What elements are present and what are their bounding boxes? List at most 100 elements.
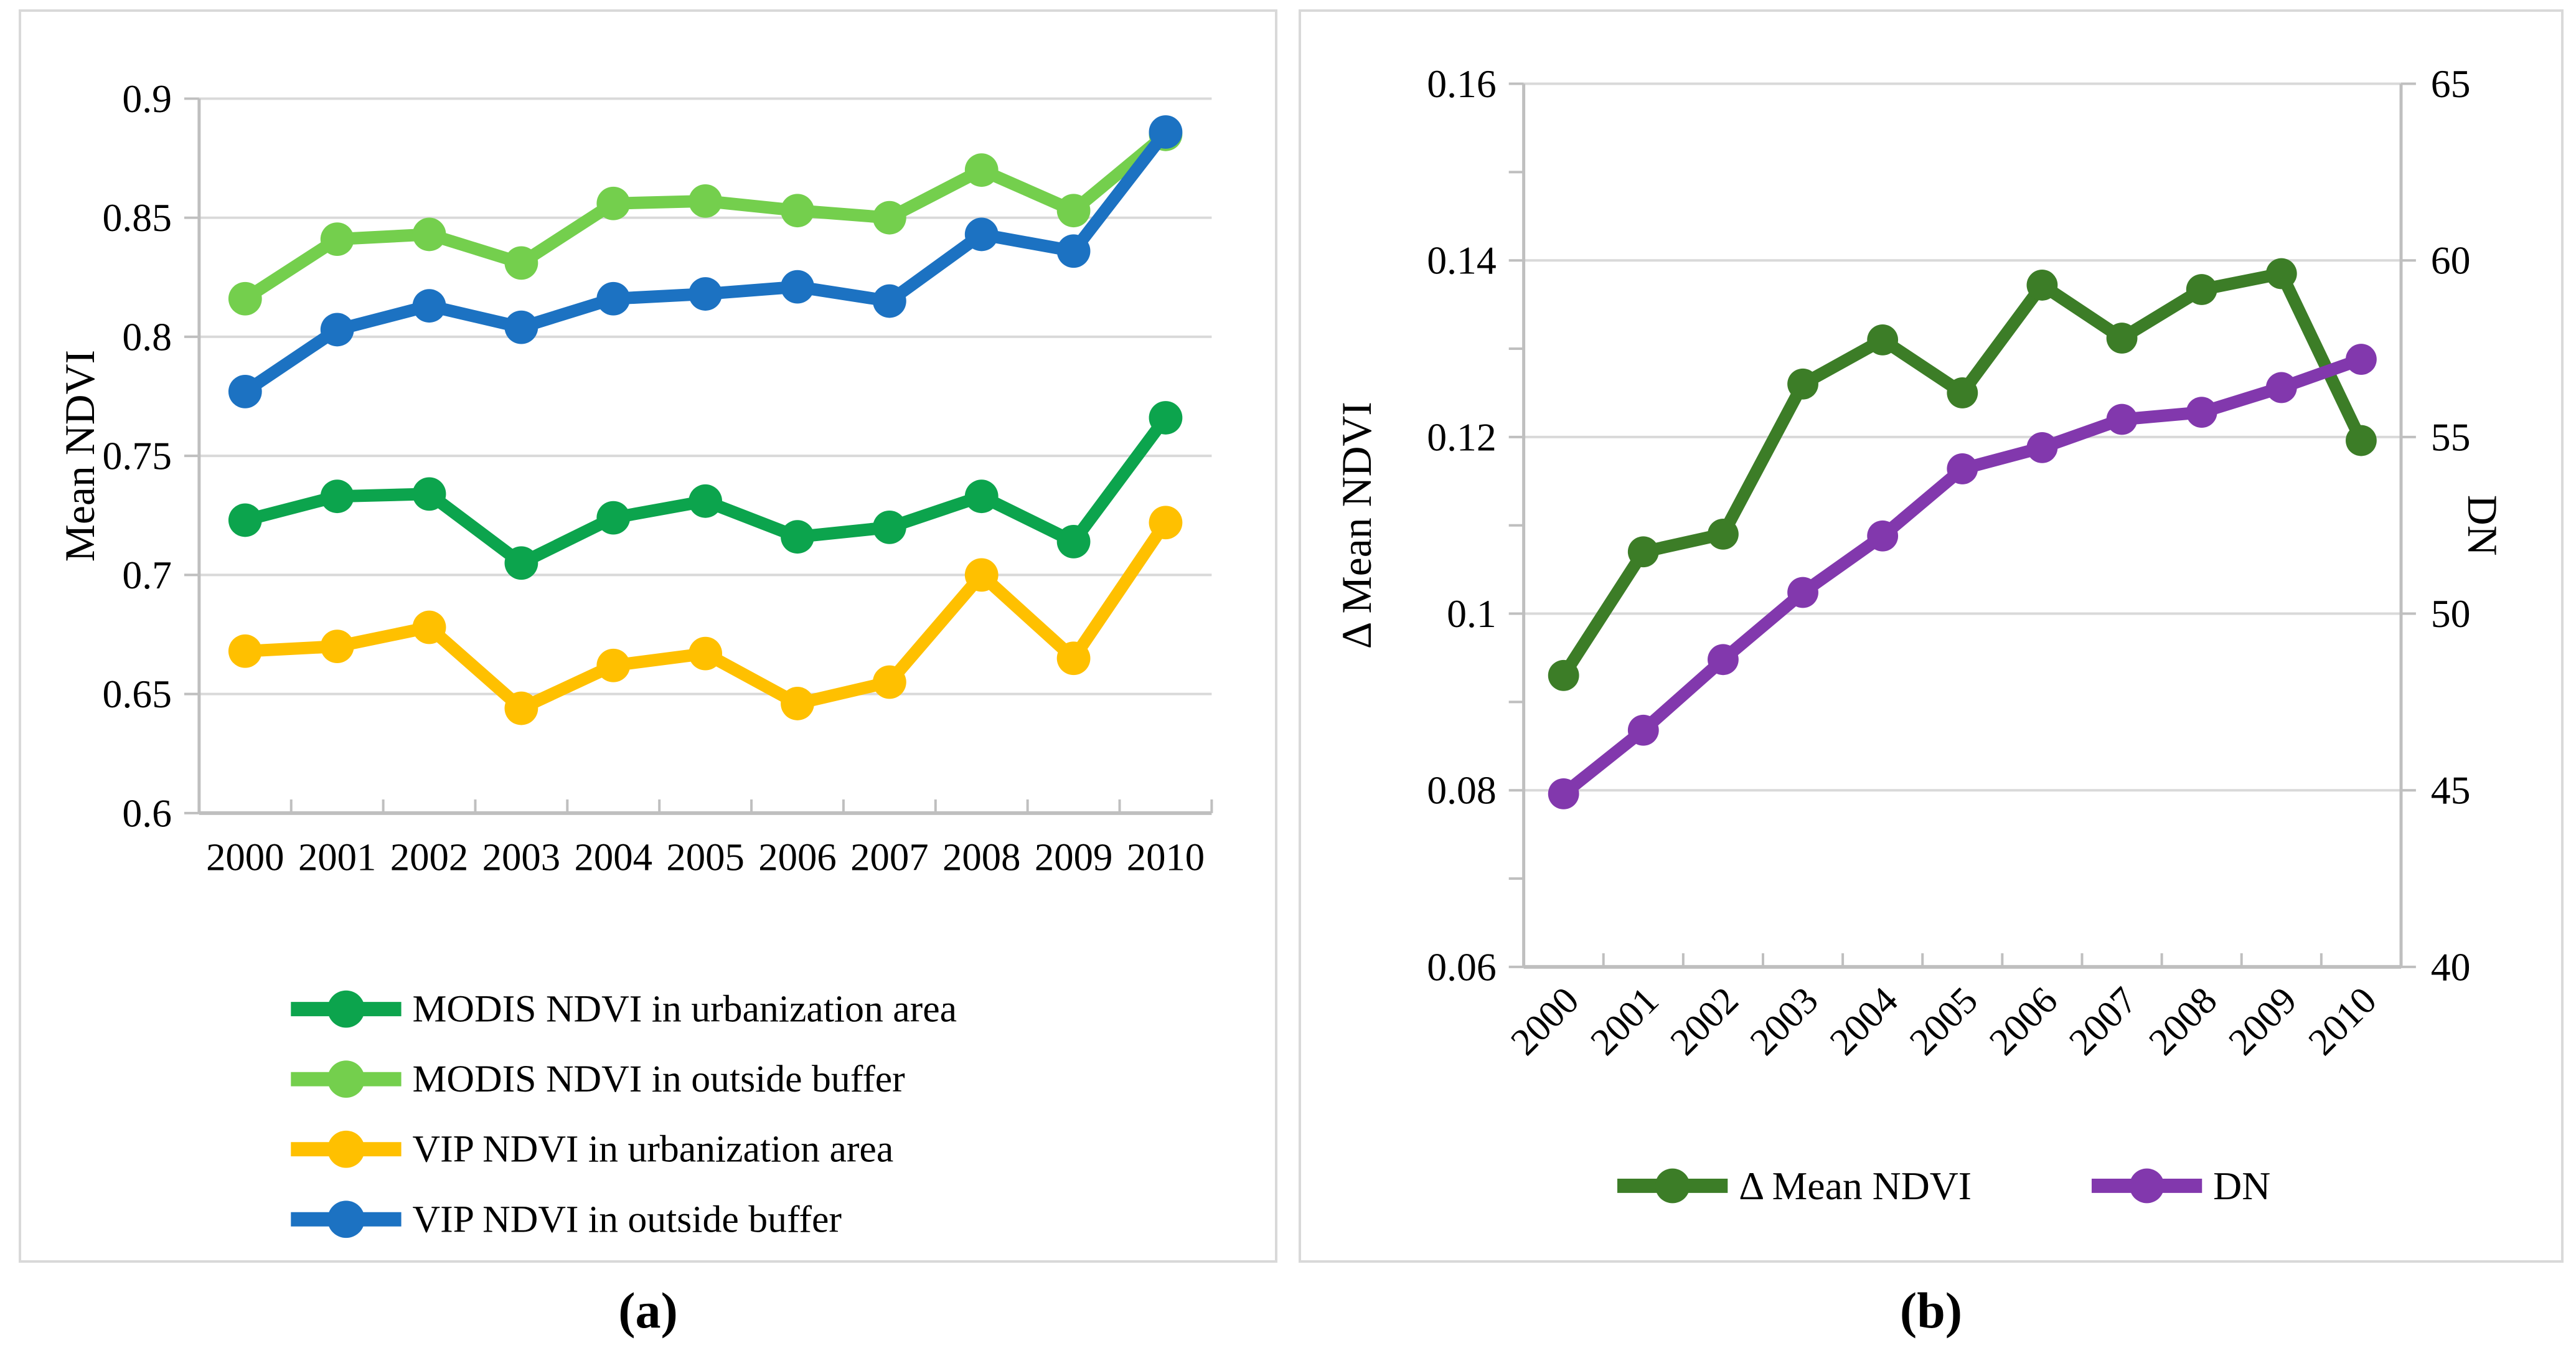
y-tick-label: 0.06 [1427, 945, 1497, 989]
data-point [1947, 377, 1978, 408]
legend-label: VIP NDVI in urbanization area [413, 1128, 894, 1171]
data-point [504, 546, 538, 580]
data-point [2186, 397, 2217, 428]
x-tick-label: 2004 [1822, 979, 1906, 1063]
y2-axis-title: DN [2459, 495, 2506, 556]
data-point [1787, 577, 1818, 608]
data-point [320, 479, 354, 514]
data-point [689, 636, 723, 671]
data-point [2026, 431, 2058, 463]
legend-label: Δ Mean NDVI [1739, 1164, 1972, 1208]
legend-item: MODIS NDVI in outside buffer [291, 1058, 905, 1100]
data-point [872, 200, 906, 235]
data-point [228, 374, 262, 408]
data-point [2265, 258, 2297, 290]
data-point [1056, 194, 1091, 228]
data-point [964, 479, 999, 514]
x-tick-label: 2007 [850, 835, 928, 879]
data-point [1149, 401, 1183, 435]
data-point [504, 691, 538, 725]
legend-item: MODIS NDVI in urbanization area [291, 988, 957, 1030]
series-1 [1548, 258, 2377, 691]
y-axis-title: Mean NDVI [57, 350, 103, 562]
series-line [1557, 353, 2367, 800]
data-point [412, 610, 446, 644]
y-tick-label: 0.6 [122, 791, 172, 835]
x-tick-label: 2007 [2061, 979, 2145, 1063]
data-point [1708, 518, 1739, 550]
x-tick-label: 2000 [1503, 979, 1587, 1063]
legend-marker-point [1655, 1168, 1690, 1204]
data-point [596, 648, 631, 682]
caption-b: (b) [1899, 1282, 1963, 1339]
data-point [1708, 644, 1739, 676]
y-tick-label: 0.12 [1427, 415, 1497, 459]
data-point [872, 511, 906, 544]
data-point [1548, 659, 1579, 691]
y-tick-label: 0.9 [122, 77, 172, 121]
data-point [504, 310, 538, 344]
legend-marker-point [2129, 1168, 2165, 1204]
x-tick-label: 2004 [575, 835, 652, 879]
data-point [1867, 324, 1899, 356]
chart-b-svg: 0.160.140.120.10.080.0665605550454020002… [1333, 62, 2506, 1208]
data-point [781, 270, 814, 304]
data-point [964, 558, 999, 592]
x-tick-label: 2010 [2300, 979, 2384, 1063]
data-point [596, 186, 631, 220]
x-tick-label: 2010 [1127, 835, 1205, 879]
data-point [1627, 536, 1659, 568]
y2-tick-label: 55 [2431, 415, 2471, 459]
x-tick-label: 2009 [2221, 979, 2305, 1063]
legend-item: Δ Mean NDVI [1617, 1164, 1972, 1208]
data-point [228, 503, 262, 537]
legend-label: DN [2213, 1164, 2270, 1208]
data-point [2346, 425, 2377, 456]
x-tick-label: 2003 [1742, 979, 1826, 1063]
data-point [689, 184, 723, 218]
data-point [2346, 344, 2377, 375]
series-1 [228, 401, 1183, 580]
y-tick-label: 0.7 [122, 553, 172, 597]
data-point [964, 153, 999, 187]
y-tick-label: 0.85 [103, 196, 172, 240]
data-point [1149, 506, 1183, 540]
data-point [320, 222, 354, 256]
x-tick-label: 2009 [1035, 835, 1112, 879]
legend-label: VIP NDVI in outside buffer [413, 1198, 842, 1240]
legend-label: MODIS NDVI in outside buffer [413, 1058, 906, 1100]
y2-tick-label: 50 [2431, 592, 2471, 636]
data-point [2106, 323, 2138, 354]
legend-item: VIP NDVI in urbanization area [291, 1128, 893, 1171]
data-point [596, 501, 631, 535]
series-line [238, 126, 1172, 398]
x-tick-label: 2008 [942, 835, 1020, 879]
chart-panel-b: 0.16 0.14 0.12 0.1 0.08 0.06 65 60 55 50 45 40 2000 2… [1299, 9, 2564, 1263]
data-point [412, 217, 446, 252]
y-tick-label: 0.16 [1427, 62, 1497, 106]
series-4 [228, 115, 1183, 408]
x-tick-label: 2005 [666, 835, 744, 879]
data-point [781, 520, 814, 554]
caption-a: (a) [618, 1282, 678, 1339]
series-3 [228, 506, 1183, 725]
data-point [504, 246, 538, 280]
y-axis-title: Δ Mean NDVI [1333, 402, 1380, 649]
x-tick-label: 2006 [758, 835, 836, 879]
series-2 [1548, 344, 2377, 809]
data-point [1548, 778, 1579, 809]
legend-marker-point [327, 1130, 365, 1168]
data-point [2186, 274, 2217, 305]
y2-tick-label: 45 [2431, 768, 2471, 813]
data-point [228, 634, 262, 668]
data-point [1056, 524, 1091, 559]
chart-a-svg: 0.9 0.85 0.8 0.75 0.7 0.65 0.6 2000 2001 2002 2003… [57, 77, 1213, 1240]
data-point [1867, 520, 1899, 552]
x-tick-label: 2002 [390, 835, 468, 879]
data-point [2106, 403, 2138, 435]
data-point [228, 281, 262, 316]
data-point [320, 313, 354, 347]
data-point [689, 484, 723, 518]
x-tick-label: 2008 [2141, 979, 2225, 1063]
